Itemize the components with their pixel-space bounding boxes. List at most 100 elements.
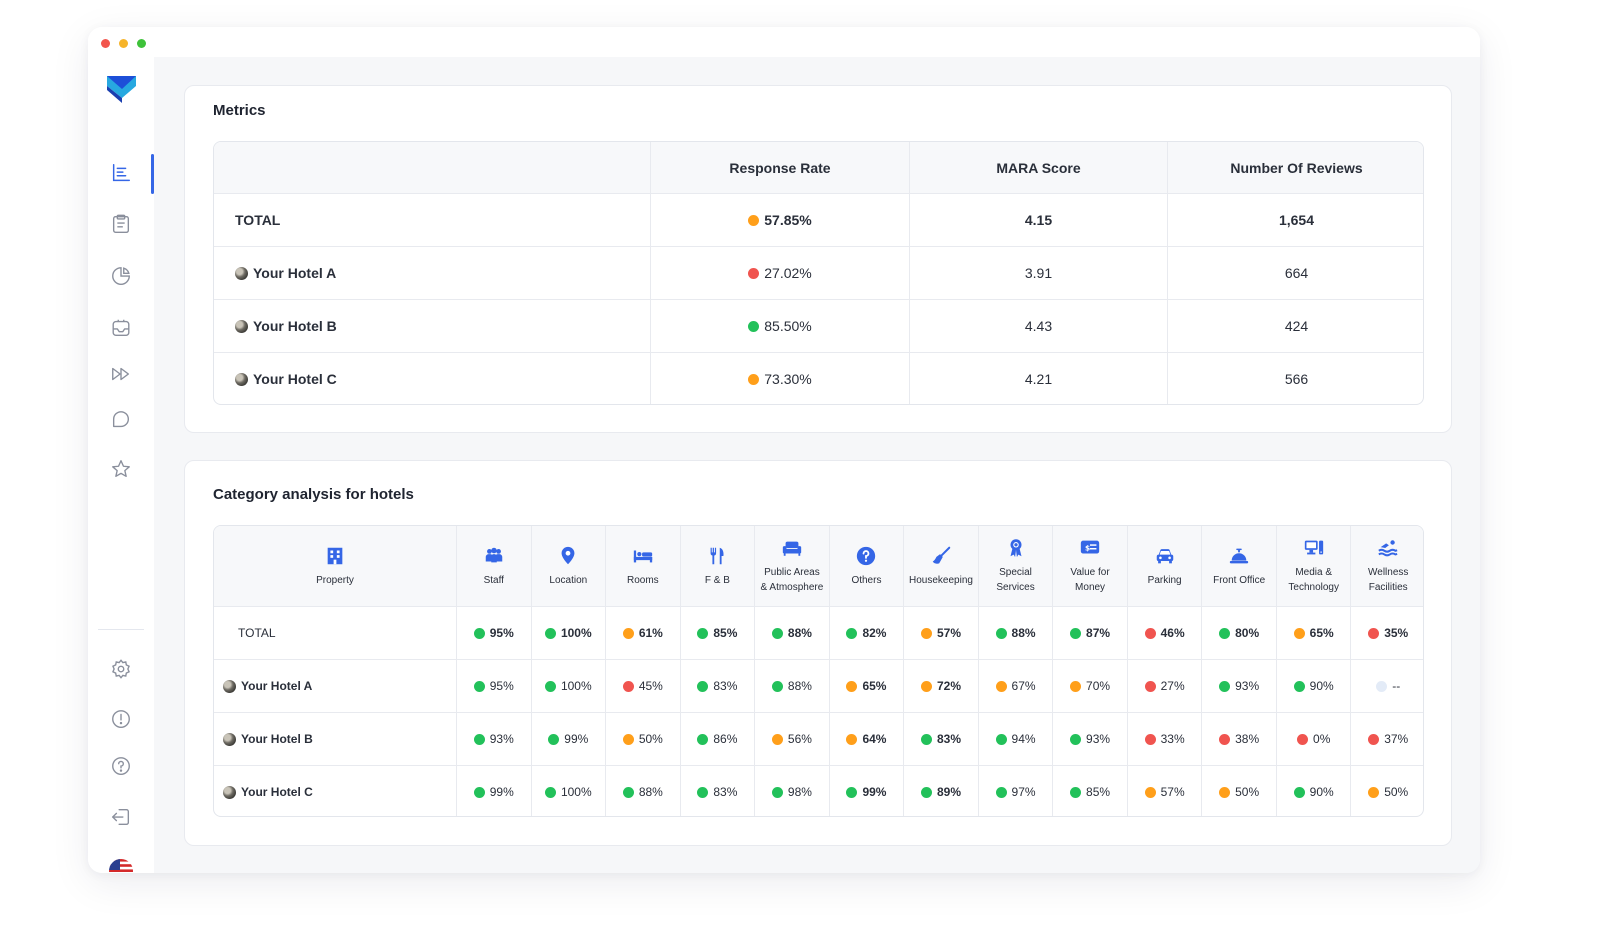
response-rate-value: 27.02% <box>764 265 812 281</box>
category-score-cell: 50% <box>1201 766 1276 816</box>
category-score-value: 83% <box>713 785 738 799</box>
window-close-button[interactable] <box>101 39 110 48</box>
category-header-others: Others <box>828 526 904 606</box>
category-score-cell: 94% <box>977 713 1053 765</box>
category-header-property: Property <box>214 526 456 606</box>
svg-text:$: $ <box>1085 543 1090 552</box>
category-score-cell: 83% <box>903 713 978 765</box>
nav-item-messages[interactable] <box>109 408 133 432</box>
nav-item-alerts[interactable] <box>109 707 133 731</box>
category-score-cell: 88% <box>754 660 829 712</box>
category-header-label: Location <box>549 574 588 586</box>
window-maximize-button[interactable] <box>137 39 146 48</box>
category-score-cell: 100% <box>530 607 606 659</box>
status-dot <box>1070 627 1082 639</box>
category-score-cell: 98% <box>754 766 829 816</box>
category-score-cell: 95% <box>456 607 531 659</box>
category-hotel-row: Your Hotel C 99% 100% 88% 83% 98% 99% 89… <box>214 765 1423 816</box>
category-score-cell: 85% <box>1052 766 1127 816</box>
category-score-cell: 86% <box>679 713 755 765</box>
reviews-count-value: 566 <box>1167 353 1423 404</box>
status-dot <box>771 627 783 639</box>
category-score-value: 37% <box>1384 732 1409 746</box>
status-dot <box>697 786 709 798</box>
metrics-property-name: Your Hotel B <box>253 318 337 334</box>
category-score-value: 95% <box>489 679 514 693</box>
category-header-value-for-money: $ Value for Money <box>1052 526 1127 606</box>
hotel-avatar <box>223 679 236 693</box>
category-score-value: 89% <box>936 785 961 799</box>
status-dot <box>622 786 634 798</box>
status-dot <box>1144 733 1156 745</box>
status-dot <box>697 680 709 692</box>
status-dot <box>995 627 1007 639</box>
nav-item-settings[interactable] <box>109 657 133 681</box>
status-dot <box>1376 680 1388 692</box>
category-property-cell: TOTAL <box>214 607 456 659</box>
category-score-cell: 35% <box>1350 607 1423 659</box>
bell-icon <box>1229 548 1249 563</box>
status-dot <box>748 373 760 385</box>
category-score-cell: 93% <box>1052 713 1127 765</box>
category-score-value: 57% <box>1160 785 1185 799</box>
hotel-avatar <box>235 372 248 386</box>
response-rate-value: 57.85% <box>764 212 812 228</box>
category-score-value: 90% <box>1309 679 1334 693</box>
category-header-property-label: Property <box>316 574 354 586</box>
category-header-media-technology: Media & Technology <box>1275 526 1351 606</box>
category-score-cell: 100% <box>530 766 606 816</box>
status-dot <box>920 786 932 798</box>
nav-item-analytics[interactable] <box>109 264 133 288</box>
category-card: Category analysis for hotels Property St… <box>184 460 1452 846</box>
metrics-response-rate-cell: 85.50% <box>650 300 909 352</box>
category-score-cell: 95% <box>456 660 531 712</box>
reviews-count-value: 424 <box>1167 300 1423 352</box>
app-logo[interactable] <box>105 72 138 105</box>
category-score-value: 87% <box>1086 626 1111 640</box>
category-score-value: 64% <box>862 732 887 746</box>
nav-item-automation[interactable] <box>109 362 133 386</box>
category-score-cell: 97% <box>977 766 1053 816</box>
status-dot <box>622 627 634 639</box>
sidebar <box>88 57 154 873</box>
category-header-staff: Staff <box>456 526 531 606</box>
category-score-value: 33% <box>1160 732 1185 746</box>
status-dot <box>1219 786 1231 798</box>
category-score-cell: 80% <box>1201 607 1276 659</box>
status-dot <box>548 733 560 745</box>
category-score-value: 35% <box>1384 626 1409 640</box>
metrics-total-row: TOTAL 57.85% 4.15 1,654 <box>214 193 1423 246</box>
nav-item-logout[interactable] <box>109 805 133 829</box>
nav-item-clipboard[interactable] <box>109 212 133 236</box>
status-dot <box>622 680 634 692</box>
nav-item-reports[interactable] <box>109 161 133 185</box>
metrics-property-name: Your Hotel C <box>253 371 337 387</box>
category-score-value: 94% <box>1011 732 1036 746</box>
metrics-property-cell: Your Hotel C <box>214 353 650 404</box>
settings-gear-icon <box>112 659 130 679</box>
status-dot <box>473 786 485 798</box>
status-dot <box>1219 733 1231 745</box>
category-score-value: 88% <box>638 785 663 799</box>
status-dot <box>1297 733 1309 745</box>
category-score-cell: 57% <box>1126 766 1202 816</box>
hotel-avatar <box>223 785 236 799</box>
window-minimize-button[interactable] <box>119 39 128 48</box>
category-header-parking: Parking <box>1126 526 1202 606</box>
chat-bubble-icon <box>112 411 130 428</box>
category-property-name: TOTAL <box>238 626 276 640</box>
category-score-value: 50% <box>638 732 663 746</box>
category-header-location: Location <box>530 526 606 606</box>
language-selector[interactable] <box>109 859 133 873</box>
nav-item-inbox[interactable] <box>109 316 133 340</box>
nav-item-help[interactable] <box>109 754 133 778</box>
category-score-cell: 50% <box>605 713 680 765</box>
clipboard-icon <box>112 214 130 233</box>
category-header-label: Rooms <box>626 574 659 586</box>
category-score-cell: 27% <box>1126 660 1202 712</box>
category-score-cell: 93% <box>456 713 531 765</box>
nav-item-reviews[interactable] <box>109 457 133 481</box>
category-score-cell: 99% <box>530 713 606 765</box>
award-icon <box>1010 539 1022 558</box>
category-table: Property Staff Location Rooms F & B Publ… <box>213 525 1424 817</box>
